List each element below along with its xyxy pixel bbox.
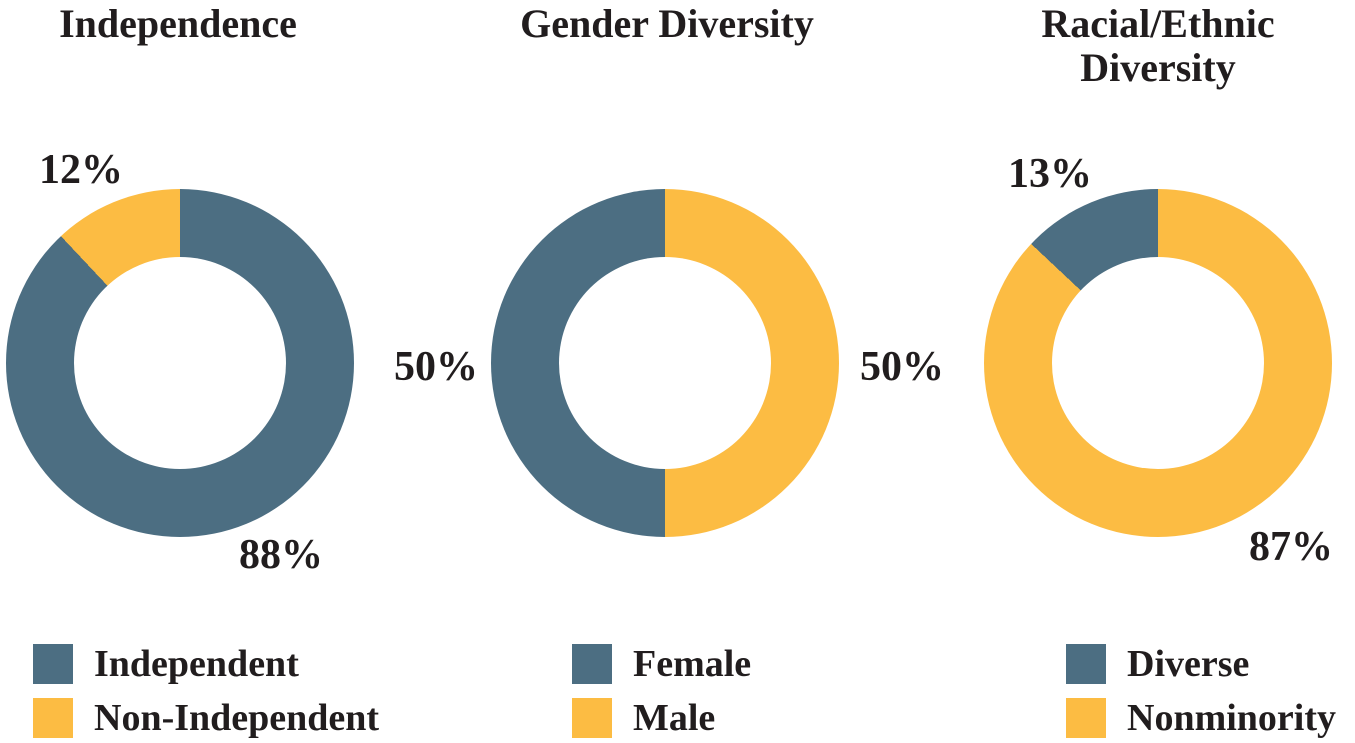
slice-label-nonminority-pct: 87% [1249, 524, 1333, 570]
legend-gender-diversity: Female Male [572, 644, 751, 738]
slice-label-female-pct: 50% [394, 344, 478, 390]
legend-item-male: Male [572, 698, 751, 738]
legend-label-diverse: Diverse [1127, 643, 1250, 685]
legend-swatch-male [572, 698, 612, 738]
legend-label-male: Male [633, 697, 716, 739]
legend-swatch-independent [33, 644, 73, 684]
legend-item-diverse: Diverse [1066, 644, 1336, 684]
legend-item-nonminority: Nonminority [1066, 698, 1336, 738]
legend-label-independent: Independent [94, 643, 299, 685]
legend-swatch-female [572, 644, 612, 684]
slice-label-non-independent-pct: 12% [39, 147, 123, 193]
legend-label-nonminority: Nonminority [1127, 697, 1336, 739]
chart-title-independence: Independence [59, 1, 297, 46]
donut-ring-independence [6, 189, 354, 537]
legend-independence: Independent Non-Independent [33, 644, 379, 738]
legend-swatch-non-independent [33, 698, 73, 738]
donut-hole [1052, 257, 1264, 469]
legend-label-female: Female [633, 643, 752, 685]
slice-label-male-pct: 50% [860, 344, 944, 390]
legend-swatch-nonminority [1066, 698, 1106, 738]
chart-title-gender-diversity: Gender Diversity [520, 1, 814, 46]
donut-hole [559, 257, 771, 469]
legend-item-female: Female [572, 644, 751, 684]
donut-ring-gender-diversity [491, 189, 839, 537]
legend-item-non-independent: Non-Independent [33, 698, 379, 738]
donut-ring-racial-ethnic-diversity [984, 189, 1332, 537]
legend-swatch-diverse [1066, 644, 1106, 684]
legend-racial-ethnic-diversity: Diverse Nonminority [1066, 644, 1336, 738]
slice-label-diverse-pct: 13% [1008, 151, 1092, 197]
donut-hole [74, 257, 286, 469]
legend-label-non-independent: Non-Independent [94, 697, 380, 739]
legend-item-independent: Independent [33, 644, 379, 684]
chart-title-racial-ethnic-diversity: Racial/Ethnic Diversity [1041, 1, 1275, 90]
slice-label-independent-pct: 88% [239, 532, 323, 578]
